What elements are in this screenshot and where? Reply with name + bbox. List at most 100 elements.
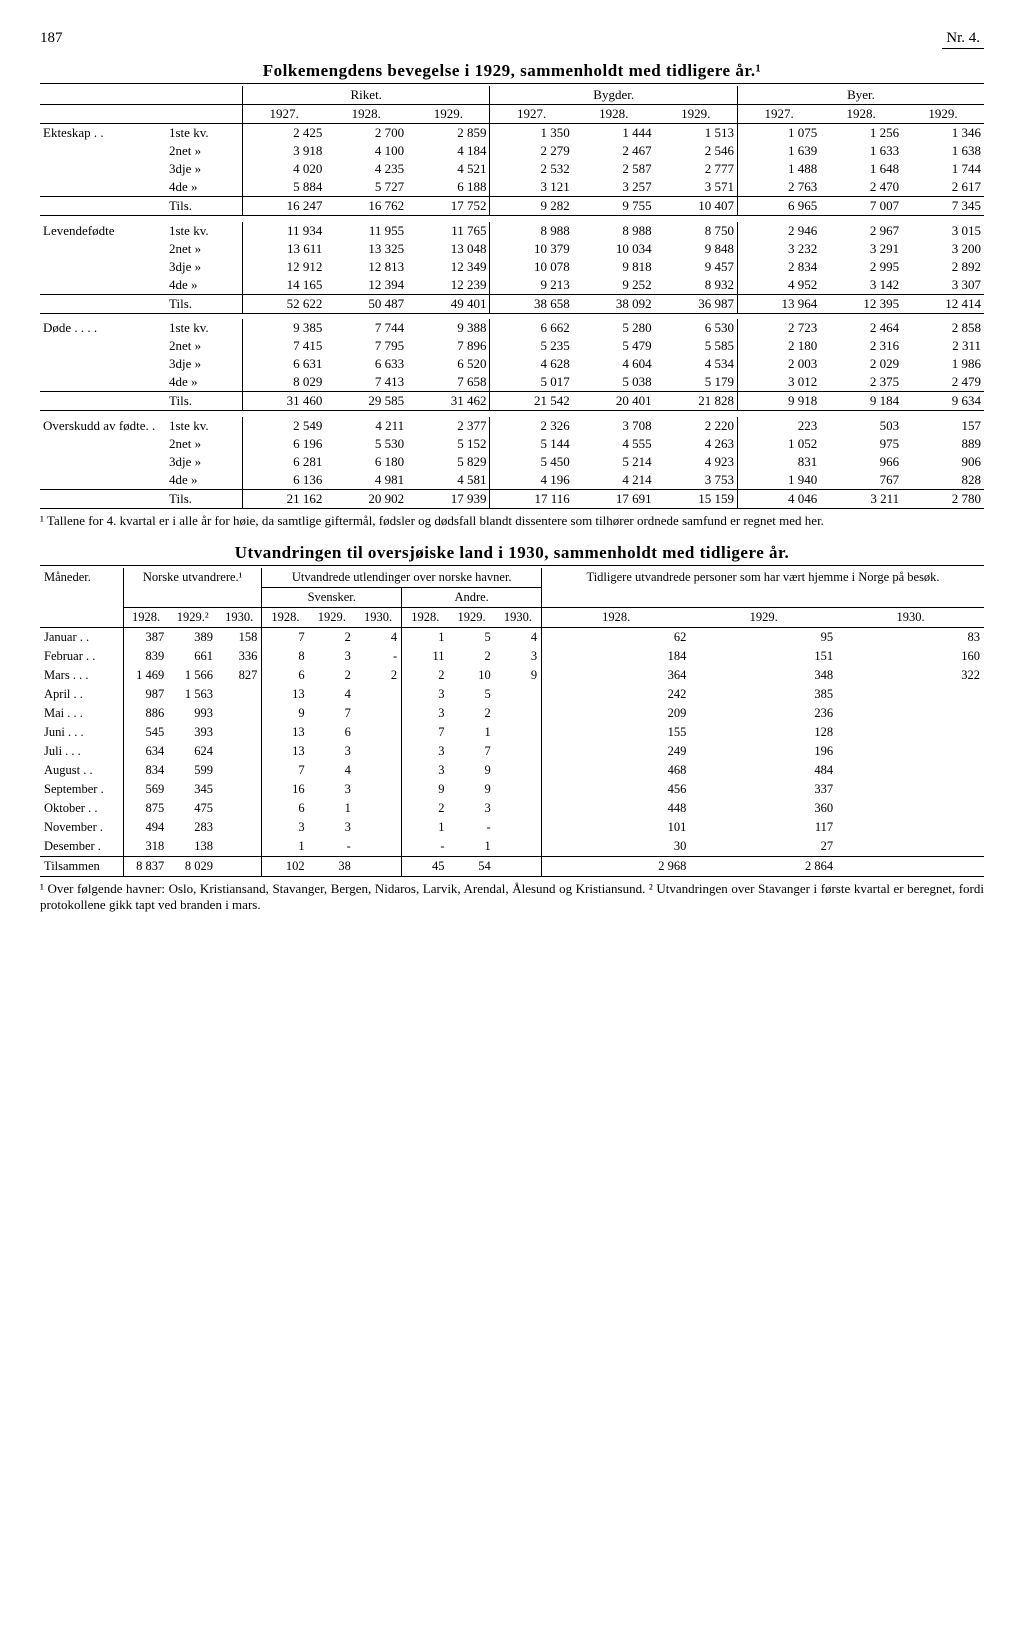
- cell: 7 744: [325, 319, 407, 337]
- year-head: 1927.: [490, 105, 573, 124]
- month: Juni . . .: [40, 723, 123, 742]
- row-sublabel: 4de »: [166, 471, 243, 490]
- cell: 828: [902, 471, 984, 490]
- cell: 12 912: [243, 258, 326, 276]
- cell: 3: [309, 647, 355, 666]
- tils-cell: 102: [262, 856, 309, 876]
- row-category: Døde . . . .: [40, 319, 166, 392]
- cell: 634: [123, 742, 168, 761]
- year-head: 1928.: [325, 105, 407, 124]
- cell: 13: [262, 742, 309, 761]
- tils-cell: 7 345: [902, 197, 984, 216]
- tils-cell: 9 184: [820, 392, 902, 411]
- cell: 6 633: [325, 355, 407, 373]
- cell: 322: [837, 666, 984, 685]
- cell: [837, 723, 984, 742]
- cell: 889: [902, 435, 984, 453]
- cell: 1 986: [902, 355, 984, 373]
- cell: 4 581: [407, 471, 490, 490]
- cell: 7 896: [407, 337, 490, 355]
- cell: 8 029: [243, 373, 326, 392]
- cell: 95: [690, 627, 837, 647]
- cell: -: [402, 837, 449, 857]
- cell: 3: [402, 685, 449, 704]
- cell: 2 467: [573, 142, 655, 160]
- cell: 6 180: [325, 453, 407, 471]
- cell: 3 291: [820, 240, 902, 258]
- row-sublabel: 2net »: [166, 240, 243, 258]
- maned-head: Måneder.: [40, 568, 123, 628]
- cell: 1 488: [737, 160, 820, 178]
- tils-cell: 2 968: [542, 856, 691, 876]
- cell: 4: [309, 685, 355, 704]
- month: Desember .: [40, 837, 123, 857]
- cell: 2 316: [820, 337, 902, 355]
- cell: 6 520: [407, 355, 490, 373]
- cell: 1 469: [123, 666, 168, 685]
- cell: 2 700: [325, 124, 407, 143]
- cell: 4: [495, 627, 542, 647]
- cell: 9: [449, 761, 495, 780]
- cell: 906: [902, 453, 984, 471]
- cell: 1 566: [168, 666, 217, 685]
- cell: 160: [837, 647, 984, 666]
- month: Mars . . .: [40, 666, 123, 685]
- cell: 155: [542, 723, 691, 742]
- cell: 993: [168, 704, 217, 723]
- cell: 196: [690, 742, 837, 761]
- year-head: 1928.: [573, 105, 655, 124]
- cell: 6: [262, 666, 309, 685]
- cell: 2 326: [490, 417, 573, 435]
- cell: 5 280: [573, 319, 655, 337]
- cell: 1: [449, 723, 495, 742]
- cell: [217, 742, 262, 761]
- tils-label: Tilsammen: [40, 856, 123, 876]
- cell: 7: [262, 627, 309, 647]
- tils-cell: 15 159: [655, 489, 738, 508]
- tils-cell: 20 902: [325, 489, 407, 508]
- cell: [355, 685, 402, 704]
- row-category: Ekteskap . .: [40, 124, 166, 197]
- cell: 10: [449, 666, 495, 685]
- tils-cell: 38: [309, 856, 355, 876]
- cell: 337: [690, 780, 837, 799]
- row-category: Overskudd av fødte. .: [40, 417, 166, 490]
- cell: 128: [690, 723, 837, 742]
- row-sublabel: 4de »: [166, 276, 243, 295]
- year-head: 1927.: [243, 105, 326, 124]
- cell: [217, 799, 262, 818]
- cell: 6: [262, 799, 309, 818]
- cell: 16: [262, 780, 309, 799]
- row-sublabel: 4de »: [166, 178, 243, 197]
- cell: 101: [542, 818, 691, 837]
- yr: 1930.: [495, 607, 542, 627]
- cell: 12 349: [407, 258, 490, 276]
- tils-cell: [217, 856, 262, 876]
- cell: 2 549: [243, 417, 326, 435]
- cell: 9 388: [407, 319, 490, 337]
- cell: [495, 685, 542, 704]
- cell: 1 346: [902, 124, 984, 143]
- table2-footnote: ¹ Over følgende havner: Oslo, Kristiansa…: [40, 881, 984, 914]
- yr: 1930.: [837, 607, 984, 627]
- cell: 4 923: [655, 453, 738, 471]
- cell: 5: [449, 627, 495, 647]
- cell: [217, 723, 262, 742]
- cell: 364: [542, 666, 691, 685]
- cell: 7 795: [325, 337, 407, 355]
- cell: 7 415: [243, 337, 326, 355]
- cell: 11 955: [325, 222, 407, 240]
- tils-cell: 10 407: [655, 197, 738, 216]
- tils-cell: 17 116: [490, 489, 573, 508]
- cell: 3 015: [902, 222, 984, 240]
- cell: 456: [542, 780, 691, 799]
- cell: 2 311: [902, 337, 984, 355]
- cell: 283: [168, 818, 217, 837]
- year-head: 1928.: [820, 105, 902, 124]
- cell: [495, 704, 542, 723]
- cell: 2 995: [820, 258, 902, 276]
- cell: 9 213: [490, 276, 573, 295]
- cell: [217, 685, 262, 704]
- cell: 117: [690, 818, 837, 837]
- cell: 2: [402, 666, 449, 685]
